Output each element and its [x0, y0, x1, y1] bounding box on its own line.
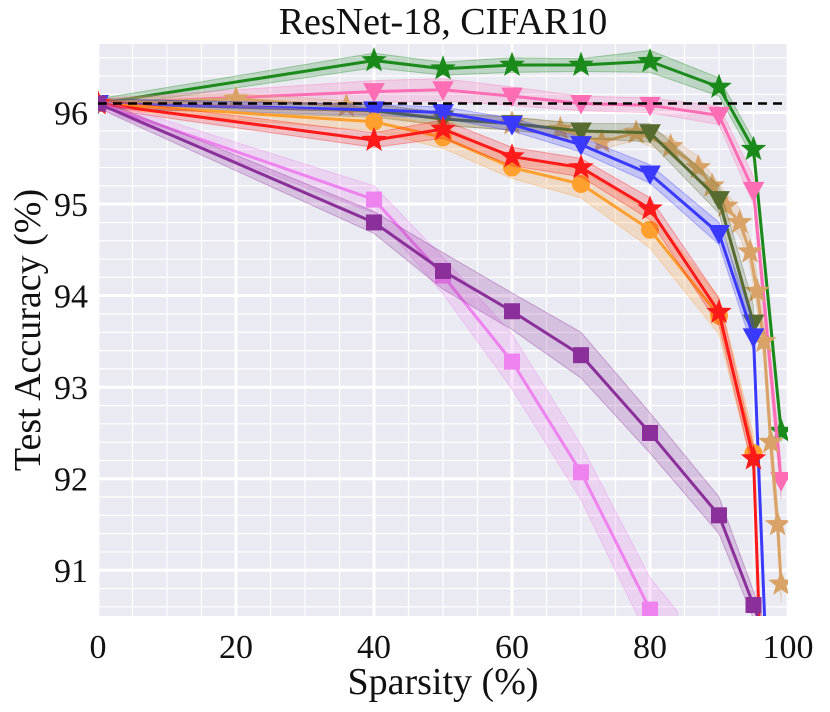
data-point-olive-triangle [570, 122, 592, 142]
y-tick-labels: 91 92 93 94 95 96 [54, 96, 88, 591]
data-point-tan-star [737, 238, 763, 263]
data-point-blue-triangle [570, 136, 592, 156]
data-point-purple-square [435, 262, 451, 279]
data-point-tan-star [768, 570, 788, 595]
data-point-green-star [568, 51, 594, 76]
series-line-olive-triangle [98, 101, 755, 324]
data-point-pink-triangle [501, 87, 523, 108]
y-tick-label: 92 [54, 462, 88, 499]
data-point-purple-square [366, 214, 382, 231]
data-point-pink-triangle [432, 81, 454, 101]
data-point-purple-square [711, 507, 727, 524]
data-point-green-star [706, 73, 732, 98]
data-point-pink-triangle [770, 472, 788, 492]
y-tick-label: 94 [54, 279, 88, 316]
data-point-purple-square [642, 424, 658, 441]
chart-title: ResNet-18, CIFAR10 [279, 1, 608, 43]
data-point-red-star [568, 154, 594, 179]
x-axis-title: Sparsity (%) [347, 661, 538, 703]
y-tick-label: 93 [54, 370, 88, 407]
data-point-purple-square [504, 303, 520, 320]
data-point-red-star [499, 143, 525, 168]
x-tick-label: 40 [357, 629, 391, 666]
data-point-blue-triangle [501, 116, 523, 136]
series-green-star [98, 47, 788, 443]
y-tick-label: 95 [54, 187, 88, 224]
data-point-violet-square [504, 353, 520, 370]
y-tick-label: 96 [54, 96, 88, 133]
data-point-red-star [740, 445, 767, 470]
data-point-orange-circle [641, 220, 659, 239]
data-point-red-star [706, 298, 732, 324]
data-point-green-star [768, 417, 788, 442]
x-tick-label: 20 [219, 629, 253, 666]
data-point-tan-star [685, 154, 712, 179]
data-point-green-star [499, 51, 525, 76]
data-point-blue-triangle [742, 328, 765, 348]
data-point-tan-star [764, 511, 788, 536]
data-point-olive-triangle [639, 124, 661, 144]
data-point-blue-triangle [708, 224, 730, 245]
series-red-star [98, 90, 767, 616]
y-tick-label: 91 [54, 553, 88, 590]
series-line-orange-circle [98, 101, 755, 454]
data-point-violet-square [573, 464, 589, 481]
data-point-pink-triangle [742, 181, 765, 202]
x-tick-label: 0 [90, 629, 107, 666]
data-point-olive-triangle [708, 191, 730, 211]
data-point-green-star [361, 47, 387, 72]
data-point-tan-star [744, 277, 770, 302]
data-point-tan-star [726, 209, 753, 234]
data-point-green-star [430, 55, 456, 80]
data-point-red-star [361, 126, 387, 151]
data-point-pink-triangle [639, 96, 661, 117]
data-point-tan-star [757, 428, 784, 453]
data-point-green-star [637, 47, 663, 73]
data-point-tan-star [588, 128, 615, 153]
series-layer [98, 47, 788, 616]
data-point-blue-triangle [363, 101, 385, 121]
data-point-pink-triangle [708, 106, 730, 127]
x-tick-label: 80 [633, 629, 667, 666]
data-point-red-star [430, 115, 456, 140]
data-point-red-star [637, 195, 663, 220]
data-point-violet-square [366, 191, 382, 208]
x-tick-labels: 0 20 40 60 80 100 [90, 629, 814, 666]
data-point-violet-square [642, 601, 658, 616]
data-point-blue-triangle [639, 165, 661, 185]
data-point-green-star [740, 135, 767, 161]
series-purple-square [98, 95, 763, 616]
data-point-pink-triangle [363, 83, 385, 103]
data-point-purple-square [745, 597, 762, 614]
y-axis-title: Test Accuracy (%) [7, 189, 49, 471]
data-point-purple-square [573, 347, 589, 364]
data-point-orange-circle [572, 175, 590, 194]
x-tick-label: 60 [495, 629, 529, 666]
x-tick-label: 100 [763, 629, 814, 666]
confidence-band-purple-square [98, 98, 763, 616]
